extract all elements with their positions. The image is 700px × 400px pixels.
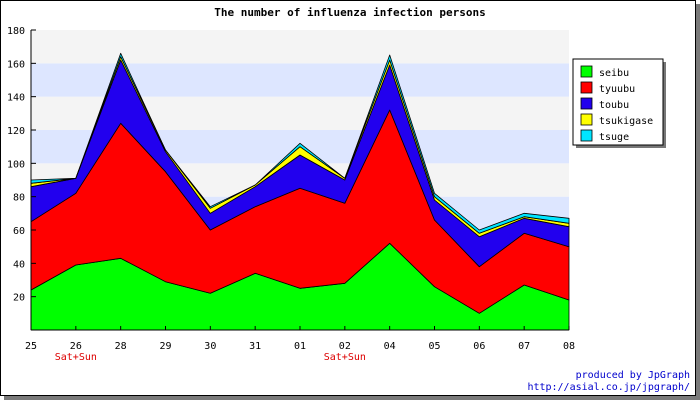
credit-line-2[interactable]: http://asial.co.jp/jpgraph/ [527, 382, 690, 393]
x-tick-label: 25 [25, 341, 37, 352]
legend-label-tsuge: tsuge [599, 132, 629, 143]
axes: 20 40 60 80 100 120 140 160 180 25 26 28 29 30 31 01 02 0… [7, 26, 575, 363]
x-tick-label: 01 [294, 341, 306, 352]
y-tick-label: 20 [13, 293, 25, 304]
y-tick-label: 120 [7, 126, 25, 137]
legend-swatch-tsuge [580, 129, 593, 142]
y-tick-label: 60 [13, 226, 25, 237]
grid-band [31, 30, 569, 64]
x-tick-label: 30 [204, 341, 216, 352]
chart-title: The number of influenza infection person… [214, 6, 486, 19]
x-tick-label: 05 [428, 341, 440, 352]
weekend-marker-label: Sat+Sun [324, 352, 366, 363]
y-tick-label: 140 [7, 93, 25, 104]
legend: seibu tyuubu toubu tsukigase tsuge [572, 58, 666, 148]
credit-line-1: produced by JpGraph [576, 370, 690, 381]
legend-label-tyuubu: tyuubu [599, 84, 635, 95]
legend-swatch-tyuubu [580, 81, 593, 94]
x-tick-label: 26 [70, 341, 82, 352]
y-tick-label: 80 [13, 193, 25, 204]
stacked-areas [30, 52, 570, 331]
legend-label-seibu: seibu [599, 68, 629, 79]
legend-swatch-toubu [580, 97, 593, 110]
legend-label-toubu: toubu [599, 100, 629, 111]
x-tick-label: 28 [115, 341, 127, 352]
weekend-marker-label: Sat+Sun [55, 352, 97, 363]
legend-swatch-tsukigase [580, 113, 593, 126]
x-tick-label: 04 [384, 341, 396, 352]
y-tick-label: 40 [13, 259, 25, 270]
area-tsuge [30, 52, 570, 234]
x-tick-label: 06 [473, 341, 485, 352]
x-tick-label: 08 [563, 341, 575, 352]
x-tick-label: 02 [339, 341, 351, 352]
x-tick-label: 29 [159, 341, 171, 352]
y-tick-label: 160 [7, 59, 25, 70]
legend-swatch-seibu [580, 65, 593, 78]
y-tick-label: 100 [7, 159, 25, 170]
y-tick-label: 180 [7, 26, 25, 37]
x-tick-label: 31 [249, 341, 261, 352]
x-tick-label: 07 [518, 341, 530, 352]
legend-label-tsukigase: tsukigase [599, 116, 653, 127]
